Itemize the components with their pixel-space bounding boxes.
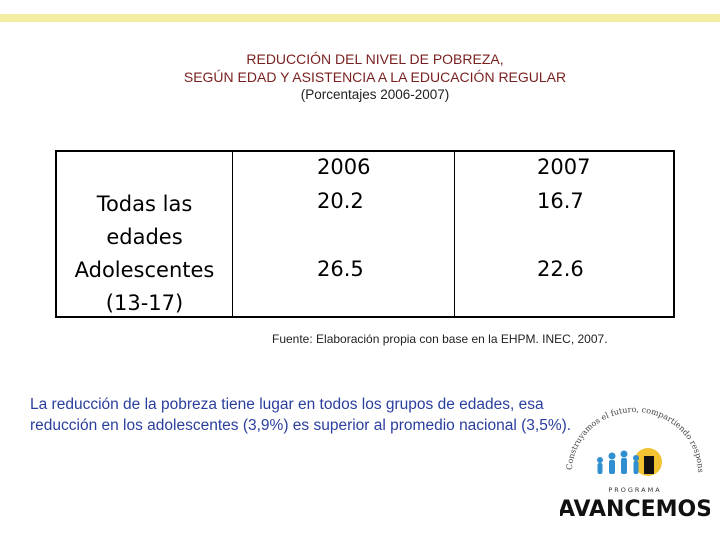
logo-name: AVANCEMOS — [560, 497, 710, 522]
value-all-2006: 20.2 — [317, 189, 364, 213]
value-adolescents-2006: 26.5 — [317, 257, 364, 281]
row-labels: Todas las edades Adolescentes (13-17) — [57, 188, 232, 320]
book-icon — [644, 456, 654, 474]
value-all-2007: 16.7 — [537, 189, 584, 213]
slide-title: REDUCCIÓN DEL NIVEL DE POBREZA, SEGÚN ED… — [0, 50, 720, 104]
top-accent-bar — [0, 14, 720, 22]
header-2006: 2006 — [317, 155, 371, 179]
title-line-1: REDUCCIÓN DEL NIVEL DE POBREZA, — [246, 51, 504, 67]
avancemos-logo: Construyamos el futuro, compartiendo res… — [557, 393, 712, 530]
summary-text: La reducción de la pobreza tiene lugar e… — [30, 396, 572, 434]
table-divider — [454, 152, 455, 316]
table-divider — [232, 152, 233, 316]
logo-graphic: Construyamos el futuro, compartiendo res… — [557, 393, 712, 522]
value-adolescents-2007: 22.6 — [537, 257, 584, 281]
logo-arc-text: Construyamos el futuro, compartiendo res… — [560, 400, 705, 473]
logo-program-label: PROGRAMA — [608, 486, 661, 494]
header-2007: 2007 — [537, 155, 591, 179]
row-label-all-ages: Todas las edades — [96, 192, 193, 249]
poverty-table: Todas las edades Adolescentes (13-17) 20… — [55, 150, 675, 318]
row-label-adolescents: Adolescentes (13-17) — [74, 258, 215, 315]
title-subtitle: (Porcentajes 2006-2007) — [300, 87, 450, 102]
people-icon — [597, 450, 639, 474]
source-note: Fuente: Elaboración propia con base en l… — [272, 332, 608, 346]
title-line-2: SEGÚN EDAD Y ASISTENCIA A LA EDUCACIÓN R… — [183, 69, 567, 85]
